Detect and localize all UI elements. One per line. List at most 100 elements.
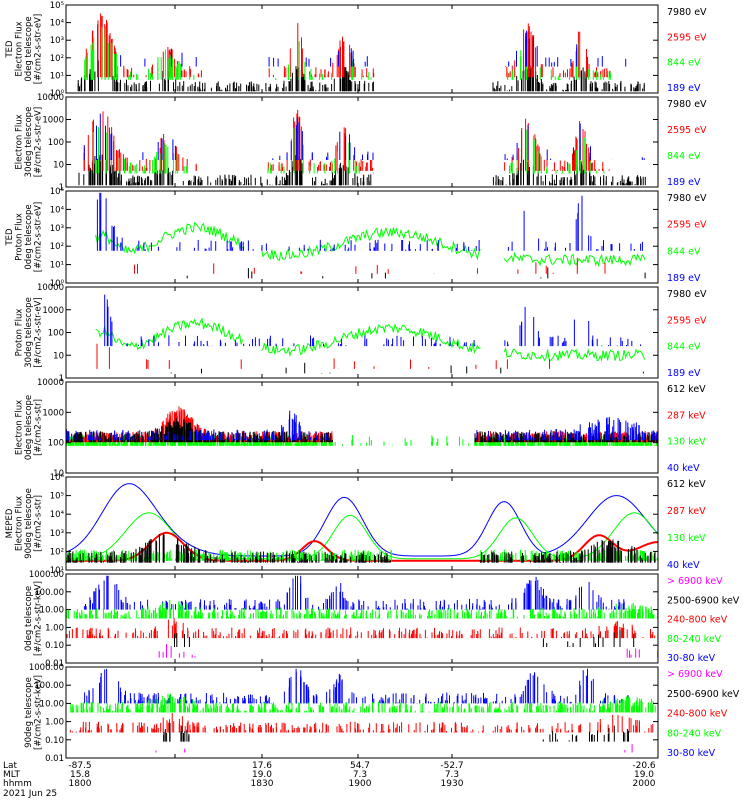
ylabel-line: [#/cm2-s-str-eV] <box>34 107 44 177</box>
legend-entry: 80-240 keV <box>667 728 722 739</box>
ylabel: Proton Flux 30deg telescope [#/cm2-s-str-e… <box>15 297 44 368</box>
ylabel-line: [#/cm2-s-str-eV] <box>34 202 44 272</box>
ytick-label: 10³ <box>50 529 64 539</box>
ylabel: 90deg telescope [#/cm2-s-str-keV] <box>24 675 44 750</box>
ytick-label: 10³ <box>50 36 64 46</box>
panel-meped-e-90: 10¹ 10² 10³ 10⁴ 10⁵ 10⁶ MEPED Electron Flux 90de… <box>5 473 706 576</box>
ytick-label: 1.00 <box>45 623 64 633</box>
ytick-label: 1 <box>59 374 64 384</box>
panel-traces-meped-e-0 <box>66 406 658 446</box>
ytick-label: 100 <box>48 329 64 339</box>
legend-entry: 189 eV <box>667 368 701 379</box>
panel-traces-ted-e-30 <box>78 109 646 186</box>
ytick-label: 0.10 <box>45 641 64 651</box>
ytick-label: 10.00 <box>40 699 64 709</box>
legend-entry: 612 keV <box>667 384 706 395</box>
legend-entry: 189 eV <box>667 83 701 94</box>
legend: > 6900 keV 2500-6900 keV 240-800 keV 80-240… <box>667 576 740 664</box>
ytick-label: 10¹ <box>50 261 64 271</box>
legend-entry: 844 eV <box>667 58 701 69</box>
panel-traces-ted-e-0 <box>77 13 645 92</box>
legend-entry: 2595 eV <box>667 32 707 43</box>
panel-traces-meped-e-90 <box>66 483 658 563</box>
panel-ted-p-0: 10⁰ 10¹ 10² 10³ 10⁴ 10⁵ TED Proton Flux 0deg tel… <box>5 187 707 289</box>
legend-entry: 287 keV <box>667 506 706 517</box>
ytick-label: 10⁵ <box>50 1 64 11</box>
ytick-label: 10² <box>50 54 64 64</box>
ytick-label: 0.01 <box>45 754 64 764</box>
panel-frame <box>65 381 659 474</box>
legend: 7980 eV 2595 eV 844 eV 189 eV <box>667 99 707 188</box>
ylabel-line: [#/cm2-s-str-eV] <box>34 297 44 367</box>
ytick-label: 10⁰ <box>50 279 65 289</box>
legend-entry: 189 eV <box>667 177 701 188</box>
legend-entry: 7980 eV <box>667 7 707 18</box>
ytick-label: 10⁴ <box>50 19 65 29</box>
ytick-label: 10⁵ <box>50 187 64 197</box>
ylabel-line: TED <box>5 40 15 59</box>
panel-traces-ted-p-0 <box>95 192 646 279</box>
panel-frame <box>65 190 659 284</box>
xaxis-row-label: hhmm <box>3 779 32 789</box>
panel-frame <box>65 4 659 94</box>
legend-entry: 844 eV <box>667 246 701 257</box>
ylabel-line: 0deg telescope <box>24 586 34 651</box>
legend-entry: 612 keV <box>667 479 706 490</box>
panel-traces-meped-p-0 <box>66 575 658 658</box>
xtick-lat: -87.5 <box>68 761 91 771</box>
ytick-label: 10⁶ <box>50 473 65 483</box>
ytick-label: 0.01 <box>45 659 64 669</box>
xtick-hhmm: 1930 <box>441 779 464 789</box>
xtick-lat: -20.6 <box>632 761 656 771</box>
xtick-hhmm: 1800 <box>69 779 92 789</box>
ylabel-line: [#/cm2-s-str-eV] <box>34 14 44 84</box>
ytick-label: 1 <box>59 183 64 193</box>
ytick-label: 10¹ <box>50 71 64 81</box>
panel-ted-e-30: 1 10 100 1000 10000 Electron Flux 30deg telesc… <box>15 93 708 193</box>
legend-entry: 844 eV <box>667 342 701 353</box>
legend: 7980 eV 2595 eV 844 eV 189 eV <box>667 289 707 379</box>
ylabel: TED Proton Flux 0deg telescope [#/cm2-s-str… <box>5 202 44 272</box>
legend-entry: 844 eV <box>667 151 701 162</box>
panel-frame <box>65 573 659 664</box>
ylabel-line: 0deg telescope <box>24 204 34 269</box>
xaxis-row-label: MLT <box>3 770 21 780</box>
ytick-label: 100 <box>48 439 64 449</box>
legend-entry: 287 keV <box>667 410 706 421</box>
legend-entry: 2500-6900 keV <box>667 595 740 606</box>
xtick-mlt: 15.8 <box>70 770 90 780</box>
legend-entry: 2595 eV <box>667 220 707 231</box>
ylabel-line: 90deg telescope <box>24 677 34 748</box>
legend-entry: 130 keV <box>667 533 706 544</box>
ytick-label: 10000 <box>37 283 64 293</box>
legend-entry: 2500-6900 keV <box>667 689 740 700</box>
legend-entry: 40 keV <box>667 463 700 474</box>
ylabel-line: 30deg telescope <box>24 107 34 178</box>
ylabel-line: 0deg telescope <box>24 16 34 81</box>
ytick-label: 10⁵ <box>50 492 64 502</box>
panel-frame <box>65 666 659 759</box>
ylabel-line: Electron Flux <box>15 400 25 455</box>
xtick-hhmm: 2000 <box>633 779 656 789</box>
panel-ted-e-0: 10⁰ 10¹ 10² 10³ 10⁴ 10⁵ TED Electron Flux 0deg t… <box>5 1 707 99</box>
legend-entry: > 6900 keV <box>667 576 723 587</box>
legend: 612 keV 287 keV 130 keV 40 keV <box>667 384 706 474</box>
panel-ted-p-30: 1 10 100 1000 10000 Proton Flux 30deg telescop… <box>15 283 708 384</box>
xtick-lat: 54.7 <box>350 761 370 771</box>
legend-entry: 7980 eV <box>667 99 707 110</box>
legend: > 6900 keV 2500-6900 keV 240-800 keV 80-240… <box>667 669 740 759</box>
xtick-lat: 17.6 <box>252 761 272 771</box>
legend-entry: 80-240 keV <box>667 634 722 645</box>
ytick-label: 10 <box>53 351 64 361</box>
ytick-label: 100 <box>48 138 64 148</box>
ytick-label: 10⁴ <box>50 205 65 215</box>
ylabel-line: Electron Flux <box>15 496 25 551</box>
xaxis-date: 2021 Jun 25 <box>3 789 57 799</box>
ylabel-line: Proton Flux <box>15 213 25 261</box>
ytick-label: 10.00 <box>40 606 64 616</box>
ytick-label: 10² <box>50 547 64 557</box>
ylabel-line: 30deg telescope <box>24 297 34 368</box>
